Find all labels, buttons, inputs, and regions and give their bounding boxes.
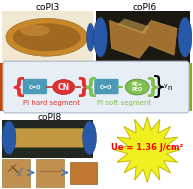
Ellipse shape <box>2 121 16 155</box>
FancyBboxPatch shape <box>94 79 119 94</box>
Ellipse shape <box>125 79 149 95</box>
Text: coPI6: coPI6 <box>132 3 156 12</box>
FancyBboxPatch shape <box>22 79 47 94</box>
Ellipse shape <box>83 121 96 155</box>
Text: }: } <box>76 77 91 97</box>
Ellipse shape <box>20 24 50 36</box>
Text: }: } <box>144 77 160 97</box>
Text: C=O: C=O <box>29 84 41 90</box>
Ellipse shape <box>86 23 95 51</box>
Text: coPI8: coPI8 <box>38 113 62 122</box>
FancyBboxPatch shape <box>3 61 189 113</box>
Ellipse shape <box>53 80 75 94</box>
Bar <box>96 11 190 63</box>
Polygon shape <box>109 20 177 58</box>
Bar <box>70 162 97 184</box>
Polygon shape <box>114 117 180 183</box>
Ellipse shape <box>94 17 108 57</box>
Bar <box>36 159 64 187</box>
Text: PE+
PEO: PE+ PEO <box>132 82 143 92</box>
Bar <box>0 63 5 111</box>
Text: }: } <box>151 75 167 99</box>
Bar <box>2 120 92 158</box>
Bar <box>2 11 92 63</box>
Polygon shape <box>117 18 149 34</box>
Text: n: n <box>167 85 172 91</box>
Text: C=O: C=O <box>100 84 113 90</box>
Ellipse shape <box>13 23 81 51</box>
Bar <box>187 63 192 111</box>
Bar <box>2 159 30 187</box>
FancyBboxPatch shape <box>7 128 87 147</box>
Text: {: { <box>10 77 26 97</box>
Text: coPI3: coPI3 <box>36 3 60 12</box>
Text: Ue = 1.36 J/cm²: Ue = 1.36 J/cm² <box>111 143 183 152</box>
Text: y: y <box>164 83 168 88</box>
Text: PI soft segment: PI soft segment <box>97 100 152 106</box>
Ellipse shape <box>178 17 192 57</box>
Text: {: { <box>83 77 98 97</box>
Text: CN: CN <box>58 83 70 91</box>
Ellipse shape <box>6 18 88 56</box>
Bar <box>2 11 92 63</box>
Text: PI hard segment: PI hard segment <box>23 100 80 106</box>
